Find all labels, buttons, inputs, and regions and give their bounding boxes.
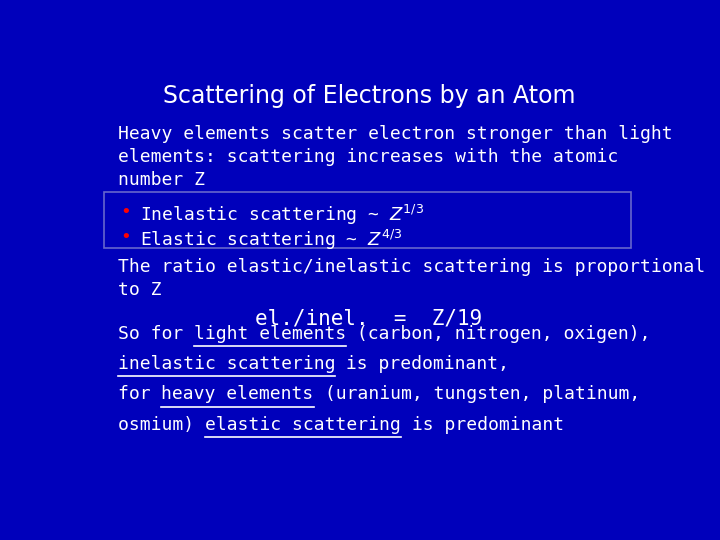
Text: The ratio elastic/inelastic scattering is proportional
to Z: The ratio elastic/inelastic scattering i… [118,258,705,299]
Text: is predominant: is predominant [400,416,564,434]
FancyBboxPatch shape [104,192,631,248]
Text: (uranium, tungsten, platinum,: (uranium, tungsten, platinum, [314,386,640,403]
Text: Scattering of Electrons by an Atom: Scattering of Electrons by an Atom [163,84,575,107]
Text: Elastic scattering ~ $Z^{4/3}$: Elastic scattering ~ $Z^{4/3}$ [140,228,402,252]
Text: elastic scattering: elastic scattering [205,416,400,434]
Text: osmium): osmium) [118,416,205,434]
Text: So for: So for [118,325,194,343]
Text: for: for [118,386,161,403]
Text: is predominant,: is predominant, [336,355,510,373]
Text: •: • [121,203,132,221]
Text: heavy elements: heavy elements [161,386,314,403]
Text: Heavy elements scatter electron stronger than light
elements: scattering increas: Heavy elements scatter electron stronger… [118,125,672,189]
Text: (carbon, nitrogen, oxigen),: (carbon, nitrogen, oxigen), [346,325,651,343]
Text: Inelastic scattering ~ $Z^{1/3}$: Inelastic scattering ~ $Z^{1/3}$ [140,203,424,227]
Text: inelastic scattering: inelastic scattering [118,355,336,373]
Text: •: • [121,228,132,246]
Text: el./inel.  =  Z/19: el./inel. = Z/19 [256,308,482,328]
Text: light elements: light elements [194,325,346,343]
